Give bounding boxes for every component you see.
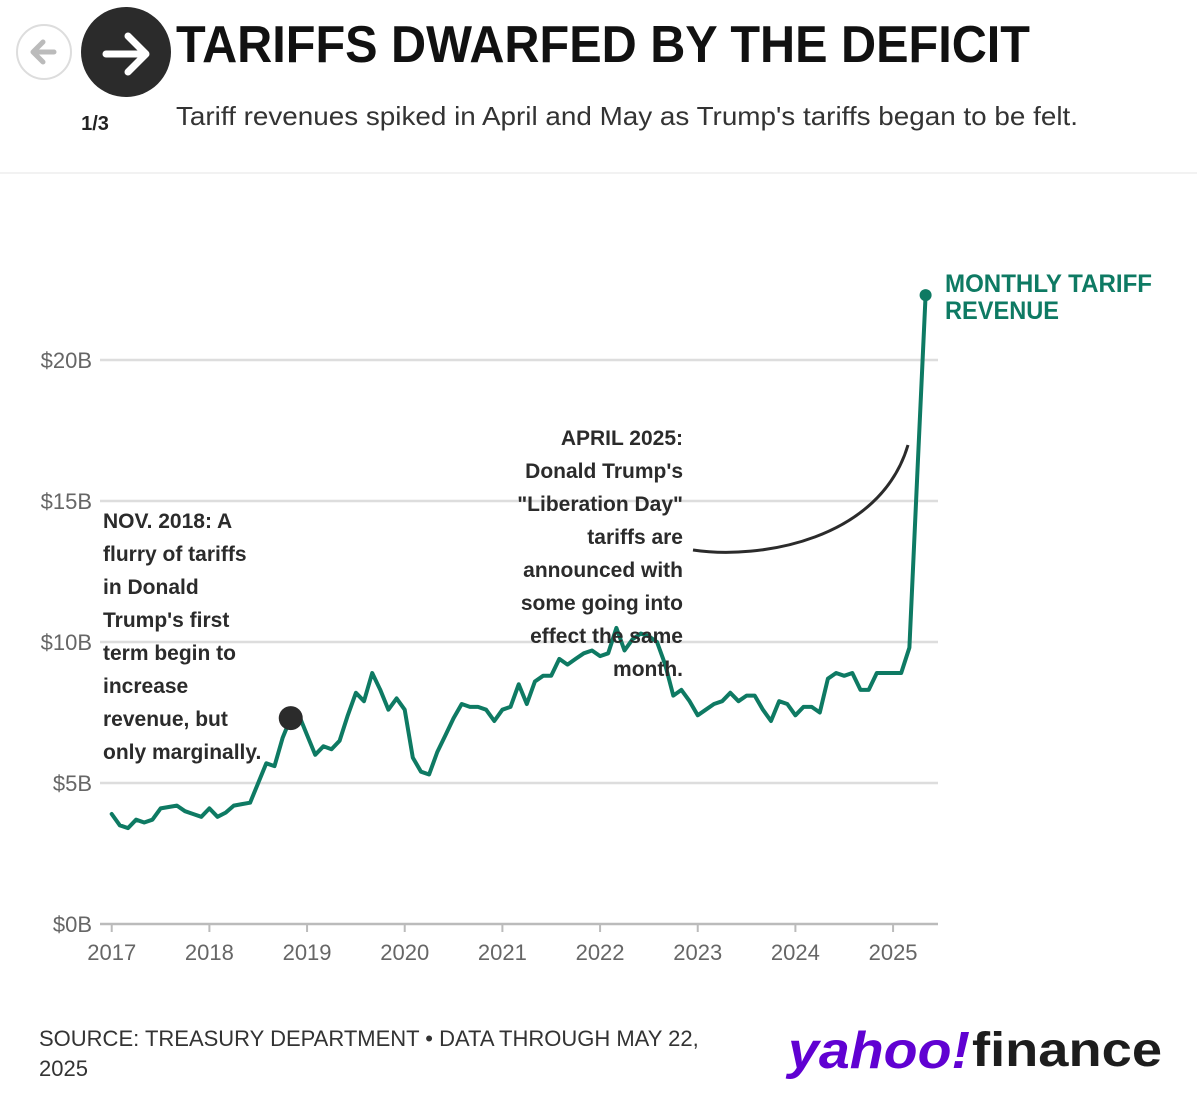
series-label: REVENUE — [945, 297, 1059, 325]
series-line — [109, 293, 928, 831]
logo-brand: yahoo! — [785, 1022, 970, 1080]
annotation: revenue, but — [103, 708, 228, 731]
annotation: APRIL 2025: — [561, 427, 683, 450]
chart-title: TARIFFS DWARFED BY THE DEFICIT — [176, 16, 1030, 74]
back-arrow — [30, 39, 57, 65]
chart-subtitle: Tariff revenues spiked in April and May … — [176, 101, 1078, 131]
annotation: month. — [613, 658, 683, 681]
x-tick-label: 2020 — [380, 940, 429, 965]
annotation: "Liberation Day" — [517, 493, 683, 516]
y-tick-label: $0B — [53, 912, 92, 937]
y-tick-label: $20B — [41, 348, 92, 373]
end-point — [919, 289, 932, 302]
annotation: in Donald — [103, 576, 199, 599]
highlight-point — [278, 706, 303, 731]
y-tick-label: $15B — [41, 489, 92, 514]
series-label: MONTHLY TARIFF — [945, 270, 1152, 298]
annotation: effect the same — [530, 625, 683, 648]
x-tick-label: 2022 — [576, 940, 625, 965]
annotation: term begin to — [103, 642, 236, 665]
annotation: tariffs are — [587, 526, 683, 549]
annotation: only marginally. — [103, 741, 261, 764]
annotation: NOV. 2018: A — [103, 510, 232, 533]
annotation: Donald Trump's — [525, 460, 683, 483]
annotation: announced with — [523, 559, 683, 582]
next-arrow — [102, 32, 150, 76]
source: 2025 — [39, 1056, 88, 1081]
annotation: Trump's first — [103, 609, 229, 632]
annotation: some going into — [521, 592, 683, 615]
logo-product: finance — [972, 1024, 1162, 1077]
x-tick-label: 2021 — [478, 940, 527, 965]
source: SOURCE: TREASURY DEPARTMENT • DATA THROU… — [39, 1026, 699, 1051]
y-tick-label: $5B — [53, 771, 92, 796]
x-tick-label: 2023 — [673, 940, 722, 965]
x-tick-label: 2018 — [185, 940, 234, 965]
x-tick-label: 2024 — [771, 940, 820, 965]
x-tick-label: 2019 — [283, 940, 332, 965]
x-tick-label: 2017 — [87, 940, 136, 965]
annotation-arrow — [692, 444, 910, 554]
y-tick-label: $10B — [41, 630, 92, 655]
slide-counter: 1/3 — [81, 113, 109, 135]
annotation: flurry of tariffs — [103, 543, 247, 566]
x-tick-label: 2025 — [869, 940, 918, 965]
plot-area: $0B $5B $10B $15B $20B 2017 2018 2019 2020 2021 20… — [41, 270, 1152, 965]
annotation: increase — [103, 675, 188, 698]
